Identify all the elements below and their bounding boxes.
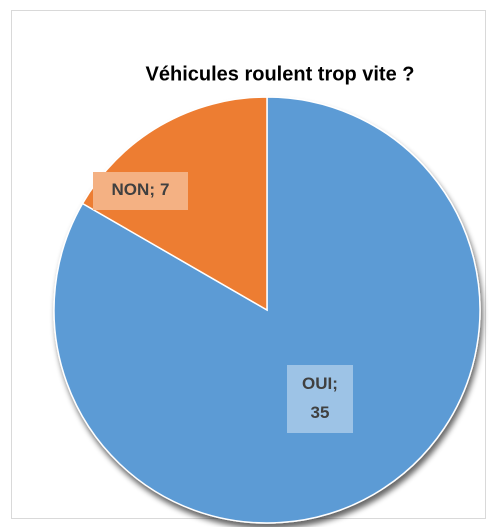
data-label-part: NON [112,180,150,199]
data-label-box [287,365,353,433]
data-label: OUI; 35 [302,374,338,422]
data-label-part: OUI [302,374,332,393]
data-label-part: 7 [160,180,169,199]
data-label: NON; 7 [112,180,170,199]
data-label-box [93,172,188,210]
chart-title: Véhicules roulent trop vite ? [146,63,415,85]
data-label-part: 35 [311,403,330,422]
data-label-part: ; [332,374,338,393]
pie [53,96,481,524]
data-label-part: ; [149,180,155,199]
